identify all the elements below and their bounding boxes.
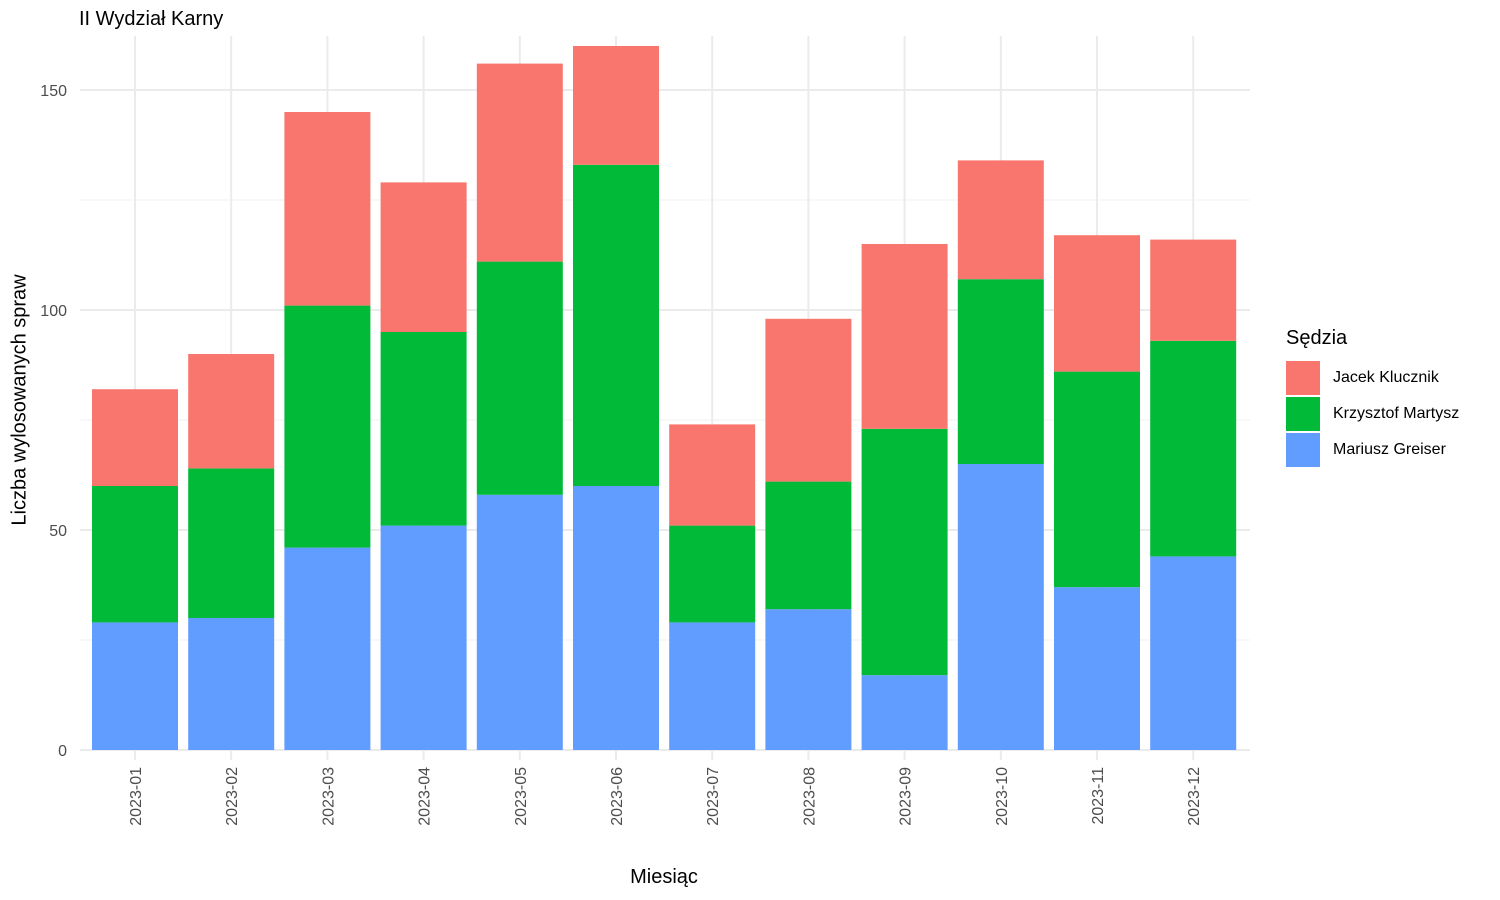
x-tick-label: 2023-02 [224,767,241,826]
bar-segment [765,609,852,750]
legend-title: Sędzia [1286,327,1348,349]
legend-swatch [1286,397,1320,431]
legend-label: Krzysztof Martysz [1333,405,1460,422]
bar-segment [1054,371,1140,588]
bar-segment [765,481,852,610]
bar-segment [188,618,275,750]
x-tick-label: 2023-01 [128,767,145,826]
legend-label: Mariusz Greiser [1333,441,1446,458]
bar-segment [1150,556,1237,750]
y-axis-ticks: 0 50 100 150 [40,83,67,760]
bar-segment [1150,340,1237,557]
bar-segment [669,424,756,526]
y-axis-label: Liczba wylosowanych spraw [8,274,31,526]
bar-segment [765,318,852,482]
legend-item: Krzysztof Martysz [1286,396,1459,432]
bar-segment [861,428,948,676]
bar-segment [92,389,178,486]
bar-segment [573,486,659,750]
legend: Sędzia Jacek Klucznik Krzysztof Martysz Ma… [1286,327,1459,468]
bar-segment [92,622,178,750]
x-tick-label: 2023-11 [1090,767,1107,825]
bar-segment [476,494,563,750]
bar-segment [188,468,275,618]
bar-segment [380,332,467,526]
y-tick-label: 0 [58,743,67,760]
bar-segment [476,63,563,262]
bar-segment [284,112,371,306]
bar-segment [284,547,371,750]
bar-segment [861,675,948,750]
bar-segment [861,244,948,429]
bar-segment [476,261,563,495]
bar-segment [284,305,371,548]
x-tick-label: 2023-06 [609,767,626,826]
bars [92,46,1237,750]
bar-segment [573,164,659,487]
x-tick-label: 2023-05 [513,767,530,826]
bar-segment [573,46,659,165]
bar-segment [957,464,1044,750]
x-tick-label: 2023-08 [801,767,818,826]
x-axis-label: Miesiąc [630,866,698,888]
y-tick-label: 50 [49,523,67,540]
x-tick-label: 2023-07 [705,767,722,826]
x-tick-label: 2023-04 [417,767,434,826]
bar-segment [957,160,1044,280]
bar-segment [1054,235,1140,372]
bar-segment [669,622,756,750]
bar-segment [957,279,1044,464]
x-tick-label: 2023-12 [1186,767,1203,826]
chart-title: II Wydział Karny [79,8,224,30]
y-tick-label: 100 [40,303,67,320]
legend-items: Jacek Klucznik Krzysztof Martysz Mariusz G… [1286,360,1459,468]
bar-segment [1054,587,1140,750]
bar-segment [669,525,756,623]
bar-segment [380,525,467,750]
x-tick-label: 2023-03 [320,767,337,826]
bar-segment [1150,239,1237,341]
x-axis-ticks: 2023-01 2023-02 2023-03 2023-04 2023-05 2023-… [128,767,1203,826]
legend-swatch [1286,361,1320,395]
bar-segment [92,486,178,623]
legend-label: Jacek Klucznik [1333,369,1439,386]
bar-segment [380,182,467,332]
x-tick-label: 2023-10 [994,767,1011,826]
legend-swatch [1286,433,1320,467]
legend-item: Mariusz Greiser [1286,432,1459,468]
legend-item: Jacek Klucznik [1286,360,1459,396]
y-tick-label: 150 [40,83,67,100]
x-tick-label: 2023-09 [898,767,915,826]
bar-segment [188,354,275,469]
